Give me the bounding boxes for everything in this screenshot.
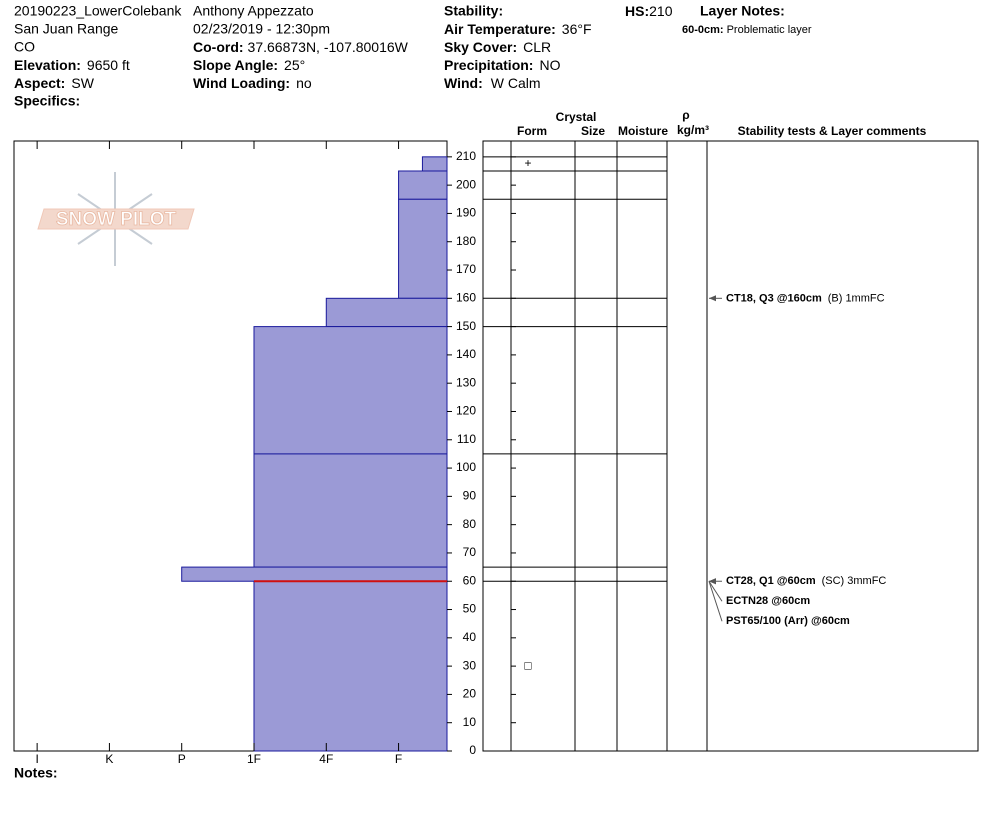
x-tick-label: K	[105, 752, 113, 766]
hardness-bar	[325, 297, 448, 328]
y-tick-label: 90	[463, 489, 477, 503]
test-arrow	[708, 580, 723, 602]
coord: Co-ord: 37.66873N, -107.80016W	[193, 39, 409, 55]
header: 20190223_LowerColebank San Juan Range CO…	[14, 3, 812, 109]
aspect: Aspect: SW	[14, 75, 95, 91]
layer-notes: Layer Notes:	[700, 3, 785, 19]
layer-note: 60-0cm: Problematic layer	[682, 24, 812, 36]
test-label: CT28, Q1 @60cm (SC) 3mmFC	[726, 575, 886, 587]
hardness-bar	[421, 156, 448, 172]
test-arrowhead	[709, 295, 716, 302]
layer-frame	[482, 140, 979, 752]
x-tick-label: I	[35, 752, 38, 766]
test-arrow	[708, 581, 723, 622]
stability: Stability:	[444, 3, 503, 19]
y-tick-label: 20	[463, 687, 477, 701]
y-tick-label: 110	[457, 432, 476, 446]
test-name: CT28, Q1 @60cm	[726, 575, 816, 587]
hardness-bar	[253, 326, 448, 455]
y-tick-label: 60	[463, 573, 477, 587]
y-tick-label: 130	[456, 375, 476, 389]
y-tick-label: 140	[456, 347, 476, 361]
test-name: ECTN28 @60cm	[726, 595, 810, 607]
hardness-bar	[398, 198, 448, 299]
column-lines	[510, 141, 708, 751]
x-tick-label: 4F	[319, 752, 333, 766]
test-comment: (B) 1mmFC	[828, 292, 885, 304]
logo-band	[37, 208, 195, 230]
hardness-bar	[253, 580, 448, 752]
y-tick-label: 120	[456, 404, 476, 418]
range: San Juan Range	[14, 21, 119, 37]
x-tick-label: 1F	[247, 752, 261, 766]
logo-text: SNOW PILOT	[56, 209, 177, 230]
test-comment: (SC) 3mmFC	[822, 575, 887, 587]
x-tick-label: P	[178, 752, 186, 766]
y-tick-label: 170	[456, 262, 476, 276]
col-density: kg/m³	[677, 123, 709, 137]
y-tick-label: 150	[456, 319, 476, 333]
wind-loading: Wind Loading: no	[193, 75, 312, 91]
precip: Precipitation: NO	[444, 57, 561, 73]
specifics: Specifics:	[14, 93, 80, 109]
col-crystal: Crystal	[556, 110, 597, 124]
test-name: CT18, Q3 @160cm	[726, 292, 822, 304]
test-name: PST65/100 (Arr) @60cm	[726, 615, 850, 627]
col-form: Form	[517, 124, 547, 138]
x-tick-label: F	[395, 752, 402, 766]
slope: Slope Angle: 25°	[193, 57, 305, 73]
y-tick-label: 190	[456, 206, 476, 220]
grain-form: +	[524, 156, 531, 170]
wind: Wind: W Calm	[444, 75, 541, 91]
test-arrowhead	[709, 578, 716, 585]
y-tick-label: 50	[463, 602, 477, 616]
logo	[37, 172, 195, 266]
y-tick-label: 40	[463, 630, 477, 644]
hardness-bar	[181, 566, 448, 582]
elevation: Elevation: 9650 ft	[14, 57, 130, 73]
datetime: 02/23/2019 - 12:30pm	[193, 21, 330, 37]
state: CO	[14, 39, 35, 55]
y-tick-label: 160	[456, 290, 476, 304]
col-size: Size	[581, 124, 605, 138]
col-moisture: Moisture	[618, 124, 668, 138]
test-label: ECTN28 @60cm	[726, 595, 810, 607]
y-tick-label: 80	[463, 517, 477, 531]
y-tick-label: 200	[456, 177, 476, 191]
y-tick-label: 30	[463, 658, 477, 672]
test-label: PST65/100 (Arr) @60cm	[726, 615, 850, 627]
grain-form: □	[524, 658, 531, 672]
y-tick-label: 210	[456, 149, 476, 163]
y-tick-label: 10	[463, 715, 477, 729]
y-tick-label: 100	[456, 460, 476, 474]
sky: Sky Cover: CLR	[444, 39, 551, 55]
y-tick-label: 0	[469, 743, 476, 757]
hs: HS:210	[625, 3, 673, 19]
hardness-bar	[398, 170, 448, 200]
observer: Anthony Appezzato	[193, 3, 314, 19]
site: 20190223_LowerColebank	[14, 3, 182, 19]
col-rho: ρ	[682, 108, 689, 122]
air-temp: Air Temperature: 36°F	[444, 21, 592, 37]
test-label: CT18, Q3 @160cm (B) 1mmFC	[726, 292, 885, 304]
hardness-bar	[253, 453, 448, 568]
notes: Notes:	[14, 765, 58, 781]
column-headers: Crystal Form Size Moisture ρ kg/m³ Stabi…	[517, 108, 927, 138]
y-tick-label: 70	[463, 545, 477, 559]
col-comments: Stability tests & Layer comments	[738, 124, 927, 138]
y-tick-label: 180	[456, 234, 476, 248]
